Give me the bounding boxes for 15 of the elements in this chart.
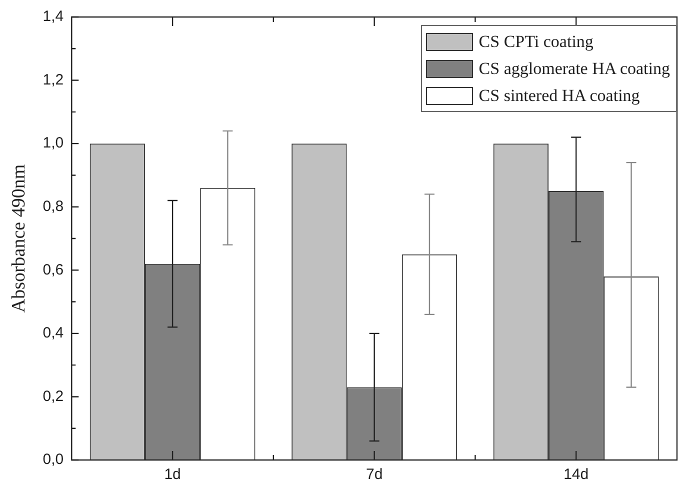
y-tick-label: 1,0 [42, 134, 64, 152]
y-tick-label: 0,6 [42, 261, 64, 278]
x-tick-label: 14d [564, 466, 589, 484]
y-tick-label: 0,8 [42, 198, 64, 215]
x-tick-label: 1d [164, 466, 181, 484]
legend-label: CS sintered HA coating [478, 86, 640, 106]
y-tick-label: 1,2 [42, 71, 64, 88]
y-axis-title: Absorbance 490nm [8, 164, 30, 313]
y-tick-label: 0,4 [42, 324, 64, 342]
y-tick-label: 0,2 [42, 388, 64, 405]
y-tick-label: 0,0 [42, 451, 64, 468]
x-tick-label: 7d [366, 466, 383, 484]
y-tick-label: 1,4 [42, 8, 64, 26]
legend-label: CS CPTi coating [478, 32, 594, 52]
legend-label: CS agglomerate HA coating [478, 58, 670, 78]
